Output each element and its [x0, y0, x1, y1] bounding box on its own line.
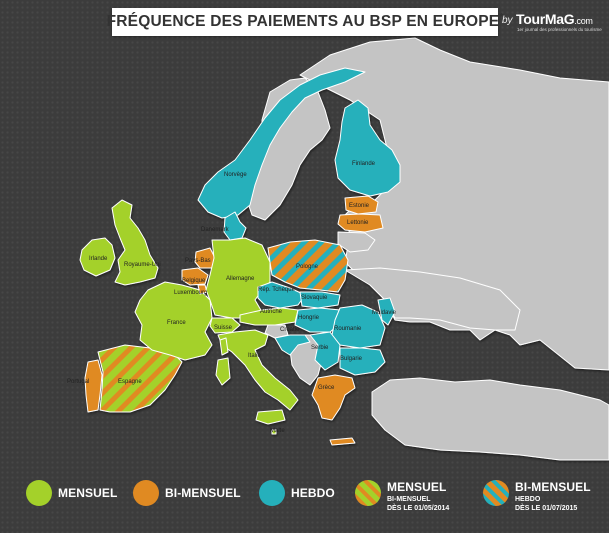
brand-logo: by TourMaG.com 1er journal des professio… — [502, 9, 606, 33]
label-belgique: Belgique — [182, 278, 206, 284]
page-title: FRÉQUENCE DES PAIEMENTS AU BSP EN EUROPE… — [106, 12, 504, 31]
label-rep-tcheque: Rép. Tchèque — [258, 287, 296, 293]
country-rep-tcheque — [257, 281, 306, 309]
country-suisse — [209, 317, 241, 334]
legend-swatch-bi-to-hebdo — [483, 480, 509, 506]
legend-label-bi-to-hebdo: BI-MENSUEL — [515, 480, 591, 494]
country-danemark — [223, 211, 247, 241]
country-lettonie — [337, 213, 384, 233]
label-malte: Malte — [270, 428, 285, 434]
grey-land-lithuania — [337, 231, 376, 253]
grey-land-turkey — [371, 377, 609, 461]
label-irlande: Irlande — [89, 256, 108, 262]
legend-label-hebdo: HEBDO — [291, 486, 335, 500]
country-italie-sardaigne — [215, 357, 231, 386]
country-france — [134, 281, 213, 361]
legend: MENSUEL BI-MENSUEL HEBDO MENSUEL BI-MENS… — [0, 468, 609, 528]
label-grece: Grèce — [318, 385, 335, 391]
label-luxembourg: Luxembourg — [174, 290, 207, 296]
country-moldavie — [377, 297, 396, 326]
legend-swatch-mensuel-to-bi — [355, 480, 381, 506]
label-allemagne: Allemagne — [226, 276, 255, 282]
legend-label-mensuel: MENSUEL — [58, 486, 118, 500]
grey-land-ukraine — [344, 267, 521, 331]
country-italie-sicile — [255, 409, 286, 425]
label-autriche: Autriche — [260, 309, 283, 315]
country-portugal — [84, 359, 103, 413]
country-italie — [217, 329, 299, 411]
brand-by: by — [502, 15, 513, 26]
legend-sub2-mensuel-to-bi: DÈS LE 01/05/2014 — [387, 505, 450, 512]
label-espagne: Espagne — [118, 379, 142, 385]
legend-swatch-bi-mensuel — [133, 480, 159, 506]
label-slovaquie: Slovaquie — [301, 295, 328, 301]
country-serbie — [309, 331, 341, 371]
country-slovaquie — [299, 291, 341, 309]
country-bulgarie — [339, 347, 386, 376]
label-moldavie: Moldavie — [372, 310, 397, 316]
label-lettonie: Lettonie — [347, 220, 369, 226]
country-labels: Norvège Finlande Estonie Lettonie Danema… — [67, 161, 397, 434]
label-france: France — [167, 320, 186, 326]
label-roumanie: Roumanie — [334, 326, 362, 332]
label-portugal: Portugal — [67, 379, 89, 385]
label-croatie: Croatie — [280, 327, 300, 333]
legend-sub2-bi-to-hebdo: DÈS LE 01/07/2015 — [515, 505, 578, 512]
legend-sub1-mensuel-to-bi: BI-MENSUEL — [387, 496, 431, 503]
legend-swatch-hebdo — [259, 480, 285, 506]
brand-tagline: 1er journal des professionnels du touris… — [517, 27, 602, 32]
legend-sub1-bi-to-hebdo: HEBDO — [515, 496, 541, 503]
legend-swatch-mensuel — [26, 480, 52, 506]
label-pays-bas: Pays-Bas — [185, 258, 211, 264]
country-finlande — [334, 99, 401, 197]
country-belgique — [181, 267, 209, 286]
title-box: FRÉQUENCE DES PAIEMENTS AU BSP EN EUROPE… — [107, 8, 503, 36]
country-autriche — [239, 307, 299, 326]
country-roumanie — [331, 304, 386, 349]
label-suisse: Suisse — [214, 325, 233, 331]
label-estonie: Estonie — [349, 203, 370, 209]
country-france-corse — [219, 337, 229, 356]
country-estonie — [344, 195, 379, 215]
label-norvege: Norvège — [224, 172, 247, 178]
country-malte — [271, 429, 277, 435]
brand-name: TourMaG.com — [516, 11, 593, 27]
label-finlande: Finlande — [352, 161, 376, 167]
country-royaume-uni — [111, 199, 159, 286]
label-bulgarie: Bulgarie — [340, 356, 363, 362]
country-pologne — [267, 239, 349, 293]
legend-label-bi-mensuel: BI-MENSUEL — [165, 486, 241, 500]
label-danemark: Danemark — [201, 227, 230, 233]
country-croatie — [274, 334, 311, 356]
label-serbie: Serbie — [311, 345, 329, 351]
country-irlande — [79, 237, 116, 277]
label-italie: Italie — [248, 353, 261, 359]
label-pologne: Pologne — [296, 264, 319, 270]
label-royaume-uni: Royaume-Uni — [124, 262, 161, 268]
label-hongrie: Hongrie — [298, 315, 320, 321]
country-grece-crete — [329, 437, 356, 446]
country-norvege — [197, 67, 366, 219]
country-grece — [311, 374, 356, 421]
legend-label-mensuel-to-bi: MENSUEL — [387, 480, 447, 494]
